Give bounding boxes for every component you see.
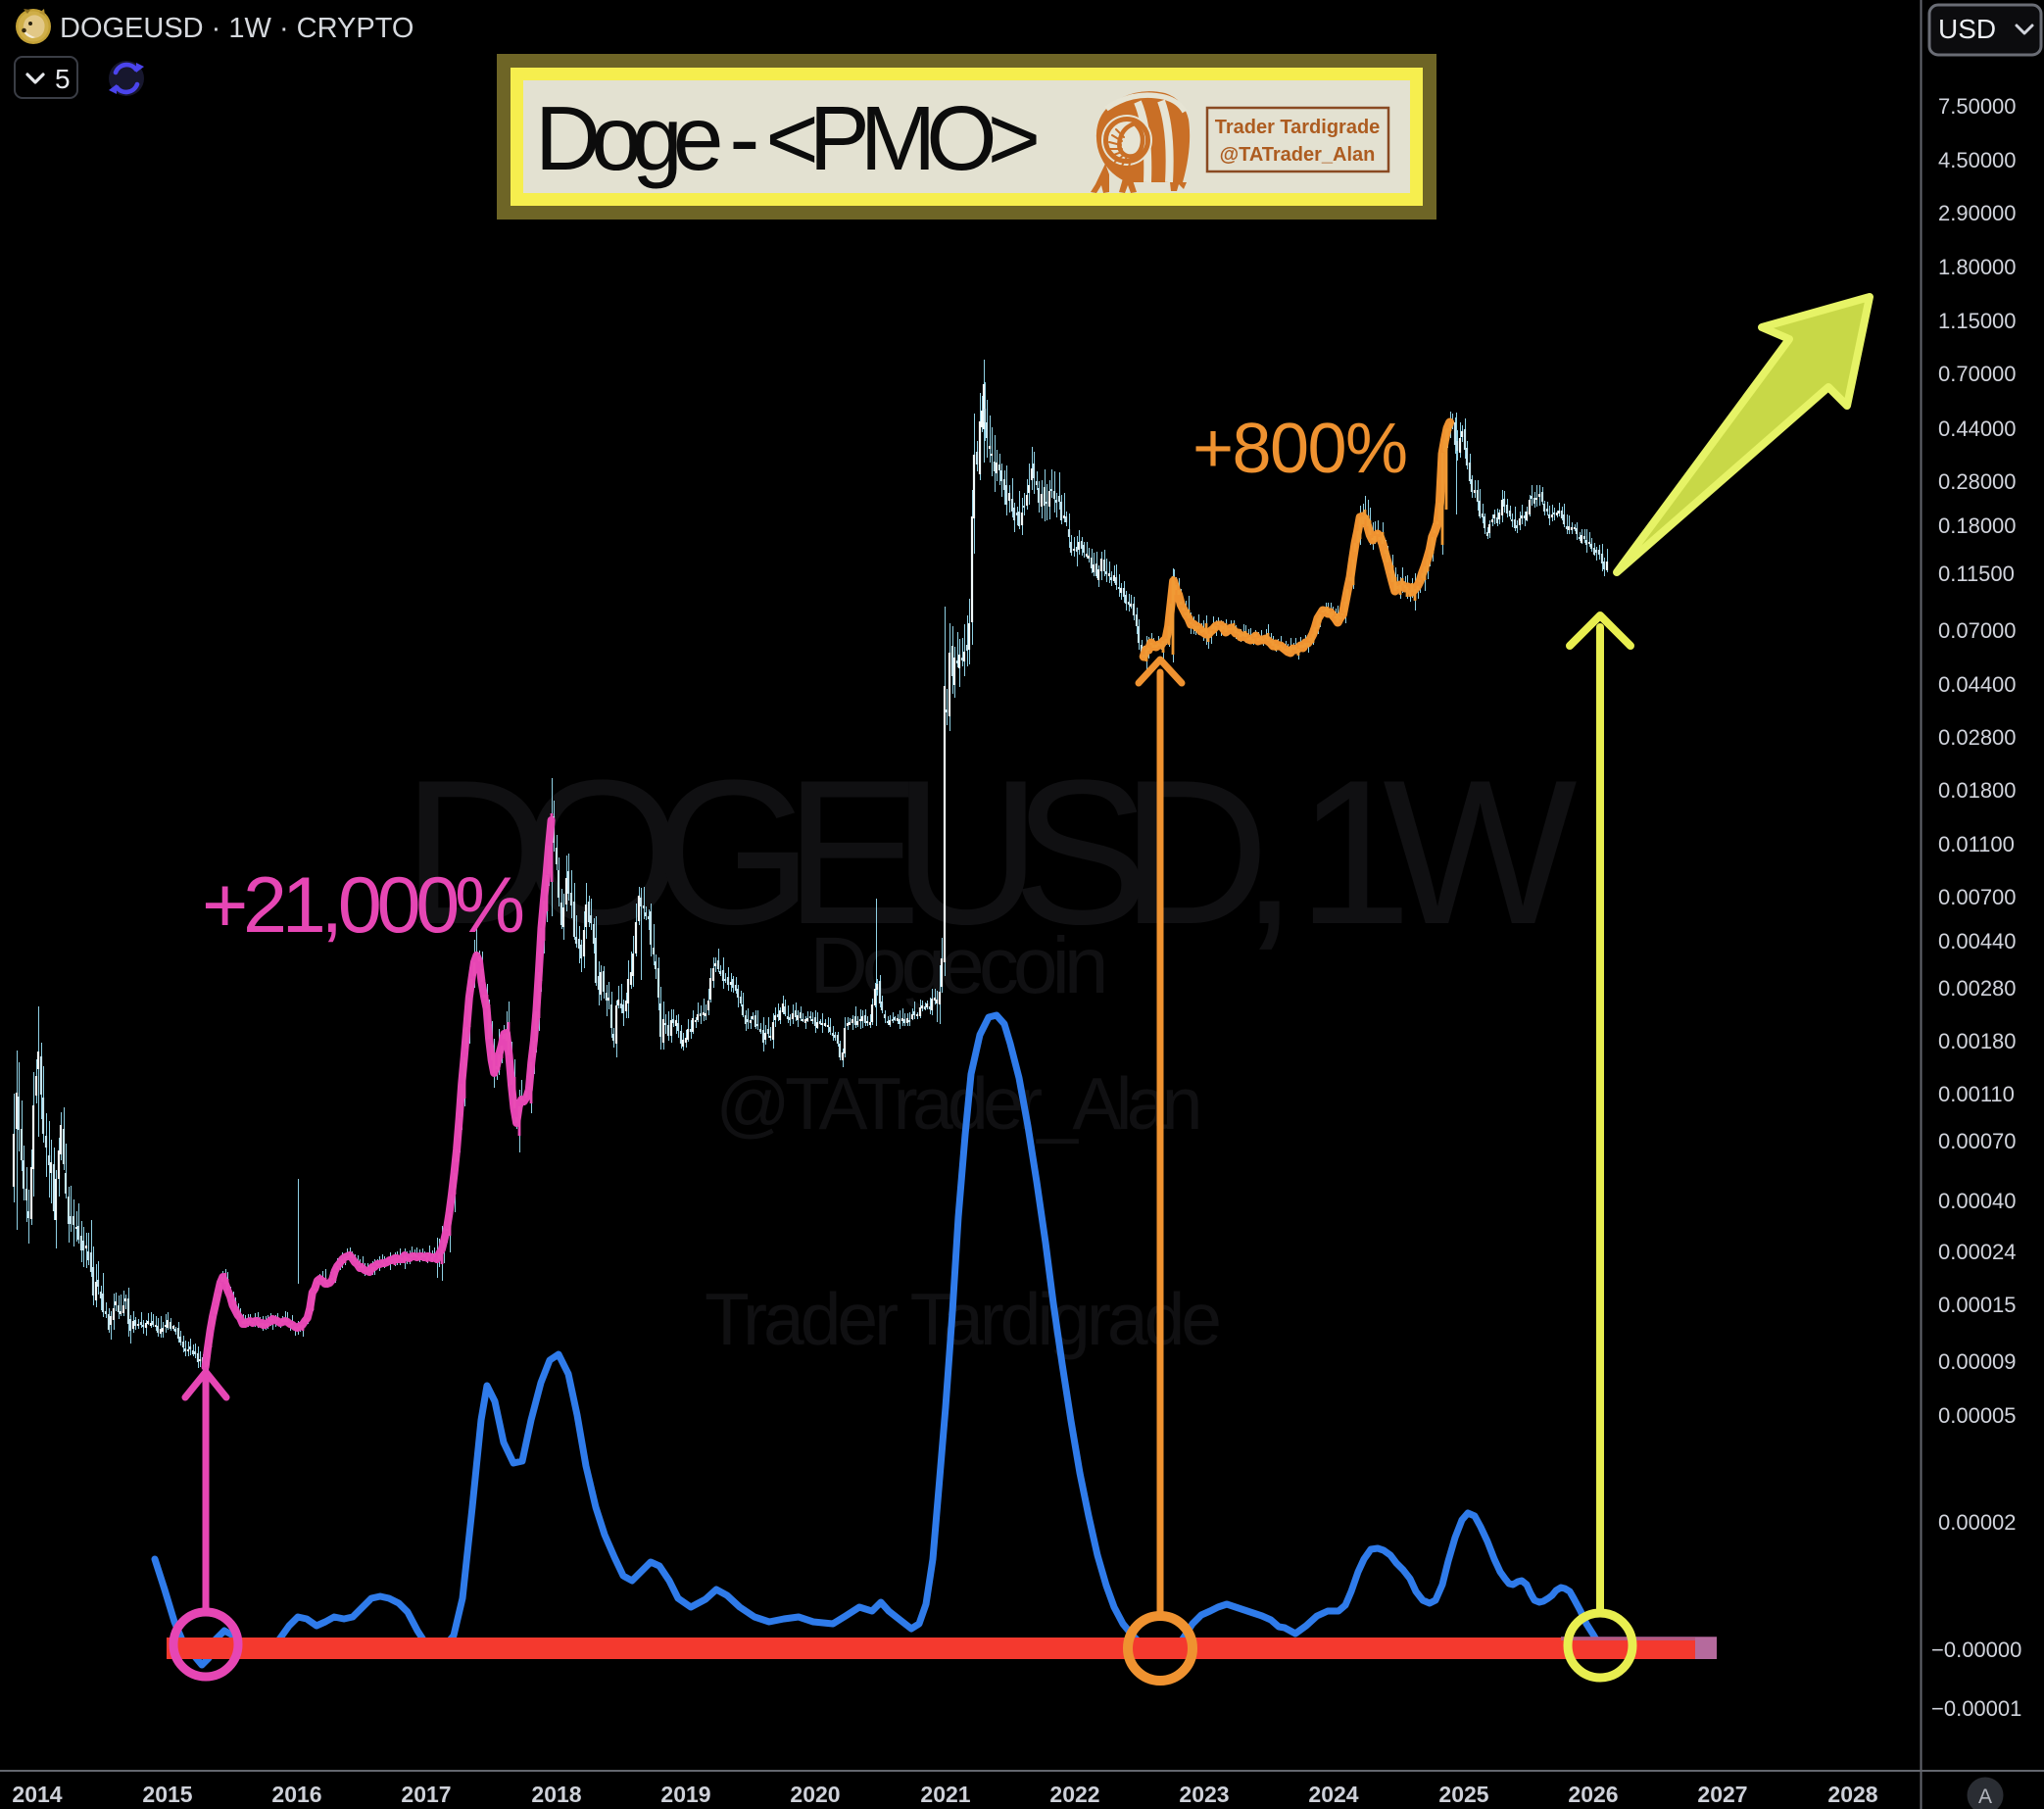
svg-text:7.50000: 7.50000 xyxy=(1938,94,2017,119)
svg-text:2019: 2019 xyxy=(660,1782,710,1807)
svg-text:2024: 2024 xyxy=(1308,1782,1358,1807)
svg-text:2025: 2025 xyxy=(1438,1782,1488,1807)
svg-text:2014: 2014 xyxy=(12,1782,62,1807)
svg-text:0.11500: 0.11500 xyxy=(1938,562,2015,586)
svg-text:1.80000: 1.80000 xyxy=(1938,255,2017,279)
svg-text:Dogecoin: Dogecoin xyxy=(810,921,1109,1010)
svg-text:0.00110: 0.00110 xyxy=(1938,1082,2015,1106)
svg-text:−0.00000: −0.00000 xyxy=(1931,1638,2021,1662)
svg-text:2.90000: 2.90000 xyxy=(1938,201,2017,225)
svg-text:2026: 2026 xyxy=(1568,1782,1618,1807)
svg-text:2016: 2016 xyxy=(271,1782,321,1807)
svg-text:+21,000%: +21,000% xyxy=(202,861,525,950)
svg-text:@TATrader_Alan: @TATrader_Alan xyxy=(716,1062,1203,1145)
svg-text:4.50000: 4.50000 xyxy=(1938,148,2017,172)
svg-text:Trader Tardigrade: Trader Tardigrade xyxy=(1215,117,1381,138)
svg-text:0.00015: 0.00015 xyxy=(1938,1293,2017,1317)
svg-text:USD: USD xyxy=(1938,14,1996,44)
svg-text:0.28000: 0.28000 xyxy=(1938,469,2017,494)
svg-text:2027: 2027 xyxy=(1697,1782,1747,1807)
svg-text:0.00024: 0.00024 xyxy=(1938,1240,2017,1264)
svg-text:5: 5 xyxy=(55,64,71,94)
svg-text:2017: 2017 xyxy=(401,1782,451,1807)
svg-text:0.04400: 0.04400 xyxy=(1938,672,2017,697)
svg-text:2021: 2021 xyxy=(920,1782,970,1807)
svg-text:0.00700: 0.00700 xyxy=(1938,885,2017,909)
svg-text:0.00180: 0.00180 xyxy=(1938,1029,2017,1053)
svg-text:0.01100: 0.01100 xyxy=(1938,832,2015,856)
svg-text:Doge - <PMO>: Doge - <PMO> xyxy=(535,87,1041,189)
svg-text:2015: 2015 xyxy=(142,1782,192,1807)
svg-text:0.00005: 0.00005 xyxy=(1938,1403,2017,1428)
svg-text:2018: 2018 xyxy=(531,1782,581,1807)
svg-text:0.18000: 0.18000 xyxy=(1938,513,2017,538)
svg-text:2028: 2028 xyxy=(1827,1782,1877,1807)
svg-text:0.07000: 0.07000 xyxy=(1938,618,2017,643)
svg-text:Trader Tardigrade: Trader Tardigrade xyxy=(705,1278,1222,1360)
svg-text:@TATrader_Alan: @TATrader_Alan xyxy=(1220,144,1376,166)
svg-text:DOGEUSD · 1W · CRYPTO: DOGEUSD · 1W · CRYPTO xyxy=(60,13,414,44)
svg-text:2023: 2023 xyxy=(1179,1782,1229,1807)
svg-text:0.02800: 0.02800 xyxy=(1938,725,2017,750)
svg-text:0.00280: 0.00280 xyxy=(1938,976,2017,1001)
svg-text:0.70000: 0.70000 xyxy=(1938,362,2017,386)
svg-text:0.01800: 0.01800 xyxy=(1938,778,2017,803)
svg-text:−0.00001: −0.00001 xyxy=(1931,1696,2021,1721)
svg-text:0.44000: 0.44000 xyxy=(1938,416,2017,441)
svg-text:0.00002: 0.00002 xyxy=(1938,1510,2017,1535)
svg-text:2020: 2020 xyxy=(790,1782,840,1807)
svg-text:0.00440: 0.00440 xyxy=(1938,929,2017,953)
svg-text:1.15000: 1.15000 xyxy=(1938,309,2017,333)
svg-text:0.00070: 0.00070 xyxy=(1938,1129,2017,1153)
svg-text:2022: 2022 xyxy=(1049,1782,1099,1807)
svg-text:A: A xyxy=(1978,1785,1992,1808)
svg-text:DOGEUSD, 1W: DOGEUSD, 1W xyxy=(403,737,1578,967)
svg-text:0.00009: 0.00009 xyxy=(1938,1349,2017,1374)
svg-text:+800%: +800% xyxy=(1192,410,1408,488)
svg-text:0.00040: 0.00040 xyxy=(1938,1189,2017,1213)
